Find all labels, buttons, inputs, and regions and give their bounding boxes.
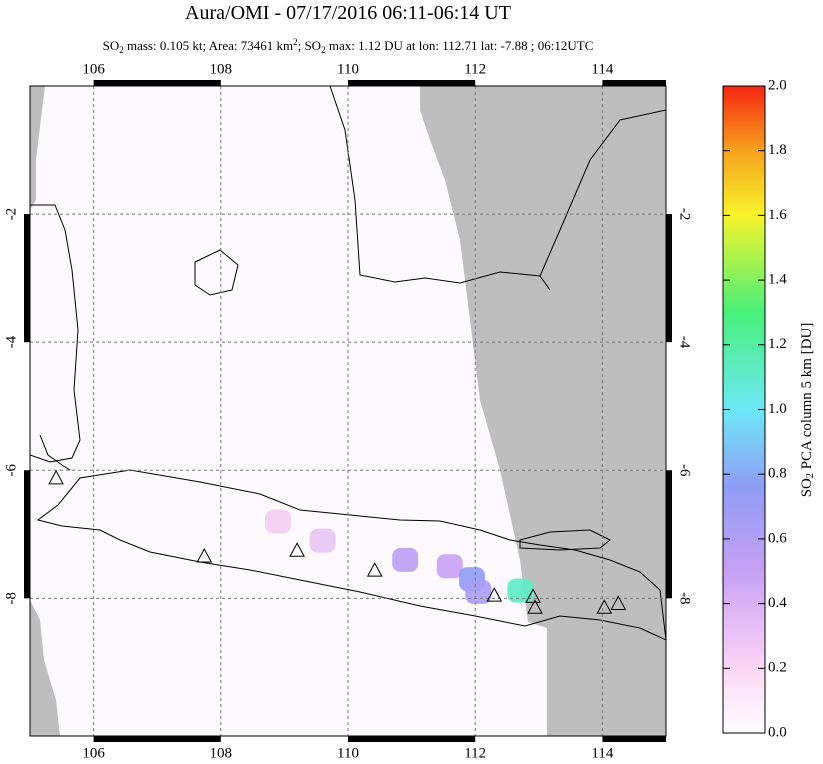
colorbar-label: SO2 PCA column 5 km [DU]	[799, 323, 816, 498]
volcano-marker	[610, 595, 627, 610]
frame-bar	[602, 736, 666, 742]
frame-bar	[666, 214, 672, 343]
coastline	[329, 86, 666, 291]
so2-pixel	[265, 509, 292, 534]
chart-title: Aura/OMI - 07/17/2016 06:11-06:14 UT	[185, 2, 511, 24]
colorbar-tick-label: 1.0	[768, 401, 787, 417]
colorbar-ticks: 0.0 0.2 0.4 0.6 0.8 1.0 1.2 1.4 1.6 1.8 2.0	[723, 77, 787, 740]
y-tick-label: -4	[3, 335, 19, 348]
x-tick-label: 114	[591, 745, 613, 759]
map-area	[30, 86, 666, 736]
colorbar-tick-label: 1.8	[768, 142, 787, 158]
volcano-marker	[486, 587, 503, 602]
so2-pixel	[309, 528, 336, 553]
so2-pixel	[507, 578, 534, 603]
colorbar-label-part: SO	[799, 478, 815, 497]
y-tick-label: -6	[3, 463, 19, 476]
plot-border	[29, 85, 667, 737]
colorbar-tick-label: 2.0	[768, 77, 787, 93]
subtitle-part: 2	[119, 45, 124, 55]
y-tick-label: -6	[677, 464, 693, 477]
colorbar-tick-label: 1.4	[768, 272, 787, 288]
colorbar-tick-label: 0.8	[768, 466, 787, 482]
coastline	[30, 204, 81, 463]
frame-bar	[666, 470, 672, 599]
subtitle-part: 2	[293, 37, 298, 47]
subtitle-part: max: 1.12 DU at lon: 112.71 lat: -7.88 ;…	[326, 38, 594, 53]
y-tick-label: -4	[677, 336, 693, 349]
frame	[24, 80, 672, 742]
volcano-marker	[196, 547, 213, 563]
y-tick-label: -8	[3, 592, 19, 605]
subtitle-part: ; SO	[298, 38, 321, 53]
coastline	[39, 434, 71, 471]
subtitle-part: 2	[321, 45, 326, 55]
island-coastline	[194, 249, 239, 296]
y-tick-label: -2	[3, 208, 19, 221]
volcano-marker	[527, 599, 543, 614]
volcano-marker	[48, 469, 64, 485]
colorbar-label-part: 2	[805, 473, 816, 478]
x-tick-label: 112	[464, 61, 486, 77]
colorbar-tick-label: 0.2	[768, 660, 787, 676]
volcano-marker	[525, 588, 541, 603]
frame-bar	[24, 470, 30, 599]
x-tick-label: 112	[464, 745, 486, 759]
colorbar-tick-label: 0.6	[768, 530, 787, 546]
volcanoes	[48, 469, 627, 614]
x-tick-label: 114	[591, 61, 613, 77]
x-tick-label: 108	[210, 61, 233, 77]
frame-bar	[348, 80, 476, 86]
x-tick-label: 106	[82, 61, 105, 77]
x-tick-label: 106	[82, 745, 105, 759]
madura-coastline	[519, 529, 611, 551]
subtitle: SO2 mass: 0.105 kt; Area: 73461 km2; SO2…	[103, 37, 594, 55]
so2-pixel	[465, 579, 492, 604]
frame-bar	[348, 736, 476, 742]
volcano-marker	[289, 542, 305, 557]
colorbar-tick-label: 0.0	[768, 724, 787, 740]
x-tick-label: 110	[337, 745, 359, 759]
y-tick-label: -2	[677, 208, 693, 221]
no-data-region	[420, 86, 666, 736]
x-tick-label: 110	[337, 61, 359, 77]
so2-pixel	[392, 547, 419, 572]
colorbar-label-part: PCA column 5 km [DU]	[799, 323, 815, 473]
subtitle-part: mass: 0.105 kt; Area: 73461 km	[124, 38, 293, 53]
colorbar-tick-label: 1.6	[768, 207, 787, 223]
so2-pixels	[265, 509, 534, 604]
colorbar-tick-label: 1.2	[768, 336, 787, 352]
no-data-region	[30, 86, 45, 210]
frame-bar	[93, 736, 221, 742]
no-data-region	[30, 600, 60, 736]
y-tick-label: -8	[677, 592, 693, 605]
subtitle-part: SO	[103, 38, 120, 53]
axes: 106 106 108 108 110 110 112 112 114 114 -2 -2 -4 -4 -6…	[3, 61, 693, 761]
x-tick-label: 108	[210, 745, 233, 759]
frame-bar	[602, 80, 666, 86]
colorbar-tick-label: 0.4	[768, 595, 787, 611]
java-coastline	[36, 469, 666, 641]
grid	[30, 86, 666, 736]
frame-bar	[93, 80, 221, 86]
volcano-marker	[366, 562, 383, 577]
volcano-marker	[596, 599, 613, 614]
so2-pixel	[436, 554, 463, 579]
frame-bar	[24, 214, 30, 343]
